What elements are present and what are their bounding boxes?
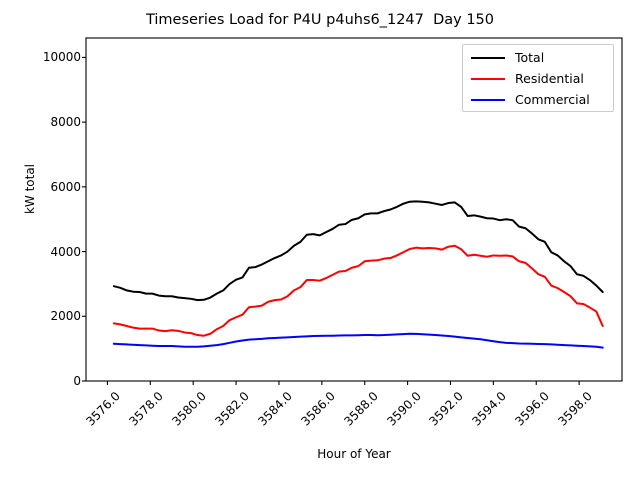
series-line-residential [112, 244, 604, 337]
legend-item-residential: Residential [471, 69, 584, 89]
y-tick-label: 4000 [50, 244, 81, 259]
series-line-commercial [112, 332, 604, 349]
legend-label-commercial: Commercial [515, 91, 590, 107]
y-tick-label: 0 [73, 374, 81, 388]
y-tick-label: 8000 [50, 115, 81, 130]
legend-swatch-residential [471, 78, 505, 80]
legend-item-commercial: Commercial [471, 90, 590, 110]
y-axis-tick-labels: 0 2000 4000 6000 8000 10000 [0, 0, 81, 480]
plot-frame [85, 37, 623, 382]
legend-label-total: Total [515, 49, 545, 65]
x-axis-label: Hour of Year [317, 447, 391, 461]
legend-label-residential: Residential [515, 70, 584, 86]
chart-title: Timeseries Load for P4U p4uhs6_1247 Day … [145, 12, 495, 28]
y-tick-label: 6000 [50, 179, 81, 194]
y-tick-label: 10000 [42, 50, 81, 65]
series-line-total [112, 200, 604, 302]
legend-item-total: Total [471, 48, 544, 68]
chart-legend: Total Residential Commercial [462, 44, 614, 112]
legend-swatch-total [471, 57, 505, 59]
y-tick-label: 2000 [50, 309, 81, 324]
legend-swatch-commercial [471, 99, 505, 101]
